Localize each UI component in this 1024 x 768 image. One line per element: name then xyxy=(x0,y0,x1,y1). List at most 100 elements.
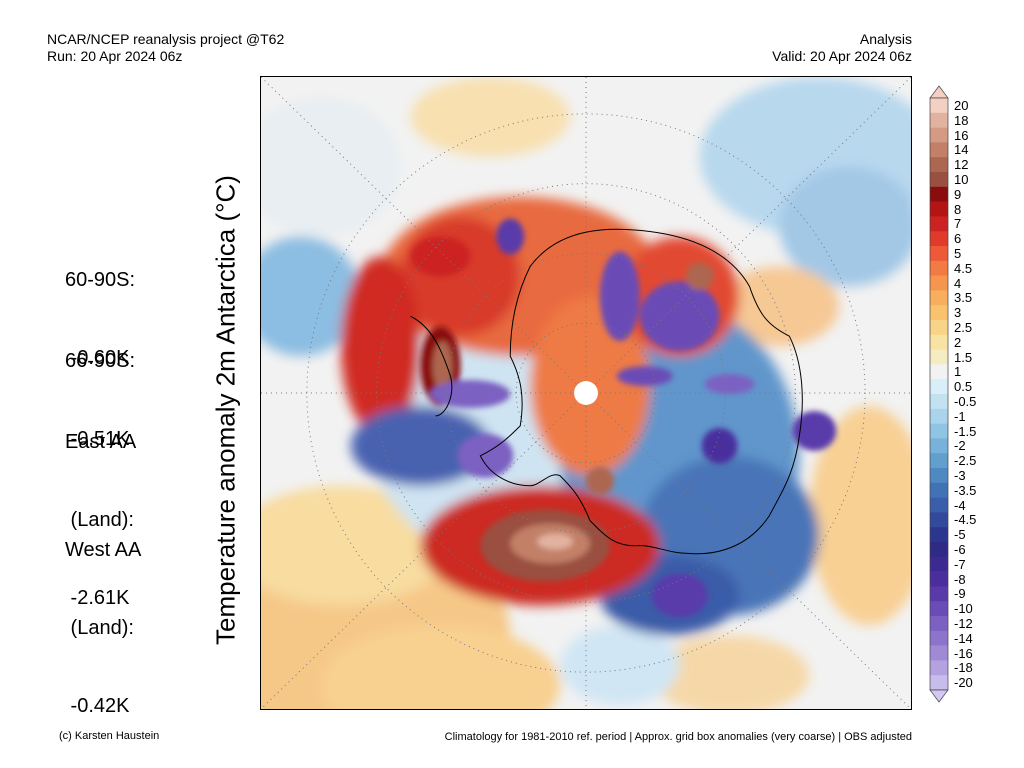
colorbar-swatch xyxy=(930,127,948,143)
colorbar-swatch xyxy=(930,305,948,321)
footnote: Climatology for 1981-2010 ref. period | … xyxy=(444,731,912,743)
colorbar-label: 8 xyxy=(954,201,962,217)
colorbar-upper-arrow xyxy=(929,85,949,99)
colorbar-label: 7 xyxy=(954,216,962,232)
anomaly-map xyxy=(260,76,912,710)
colorbar-swatch xyxy=(930,660,948,676)
colorbar-swatch xyxy=(930,542,948,558)
colorbar-swatch xyxy=(930,601,948,617)
colorbar-label: 4.5 xyxy=(954,260,973,276)
colorbar-label: -3.5 xyxy=(954,482,977,498)
colorbar-label: 5 xyxy=(954,245,962,261)
stat-value: -0.60K xyxy=(65,347,130,369)
stat-label: 66-90S: xyxy=(65,350,136,372)
colorbar-swatch xyxy=(930,468,948,484)
colorbar-swatch xyxy=(930,172,948,188)
colorbar-swatch xyxy=(930,320,948,336)
axis-title: Temperature anomaly 2m Antarctica (°C) xyxy=(210,175,241,645)
colorbar xyxy=(929,85,949,703)
colorbar-label: 1 xyxy=(954,364,962,380)
stat-label: West AA xyxy=(65,539,142,561)
colorbar-swatch xyxy=(930,556,948,572)
colorbar-swatch xyxy=(930,645,948,661)
colorbar-label: 9 xyxy=(954,186,962,202)
stat-66-90s: 66-90S: -0.51K xyxy=(65,296,135,478)
colorbar-swatch xyxy=(930,512,948,528)
colorbar-swatch xyxy=(930,246,948,262)
colorbar-label: -14 xyxy=(954,630,973,646)
stat-value: -0.51K xyxy=(65,428,130,450)
colorbar-label: 16 xyxy=(954,127,969,143)
colorbar-label: 2 xyxy=(954,334,962,350)
stat-sublabel: (Land): xyxy=(65,617,134,639)
colorbar-label: -1 xyxy=(954,408,966,424)
colorbar-swatch xyxy=(930,586,948,602)
colorbar-label: 2.5 xyxy=(954,319,973,335)
colorbar-swatch xyxy=(930,142,948,158)
stat-value: -0.42K xyxy=(65,695,130,717)
colorbar-swatch xyxy=(930,482,948,498)
colorbar-label: -12 xyxy=(954,615,973,631)
colorbar-label: -0.5 xyxy=(954,393,977,409)
colorbar-label: -18 xyxy=(954,660,973,676)
colorbar-label: -4 xyxy=(954,497,966,513)
colorbar-swatch xyxy=(930,98,948,114)
colorbar-label: -8 xyxy=(954,571,966,587)
stat-west-aa: West AA (Land): -0.42K xyxy=(65,485,141,745)
colorbar-swatch xyxy=(930,497,948,513)
colorbar-swatch xyxy=(930,290,948,306)
colorbar-label: -9 xyxy=(954,586,966,602)
antarctica-coastline xyxy=(479,228,803,555)
colorbar-label: -10 xyxy=(954,601,973,617)
colorbar-lower-arrow xyxy=(929,689,949,703)
stat-east-aa: East AA (Land): -2.61K xyxy=(65,377,136,637)
colorbar-swatch xyxy=(930,275,948,291)
copyright: (c) Karsten Haustein xyxy=(59,730,160,742)
valid-time: Valid: 20 Apr 2024 06z xyxy=(772,48,912,64)
colorbar-swatch xyxy=(930,527,948,543)
colorbar-swatch xyxy=(930,349,948,365)
colorbar-label: -2.5 xyxy=(954,453,977,469)
run-time: Run: 20 Apr 2024 06z xyxy=(47,48,183,64)
colorbar-label: -6 xyxy=(954,541,966,557)
peninsula-coastline xyxy=(410,315,453,417)
colorbar-swatch xyxy=(930,157,948,173)
anomaly-extremes xyxy=(410,218,837,618)
colorbar-swatch xyxy=(930,453,948,469)
colorbar-label: 12 xyxy=(954,157,969,173)
colorbar-swatch xyxy=(930,571,948,587)
stat-label: East AA xyxy=(65,431,137,453)
colorbar-label: 1.5 xyxy=(954,349,973,365)
colorbar-swatch xyxy=(930,630,948,646)
colorbar-label: 18 xyxy=(954,112,969,128)
stat-sublabel: (Land): xyxy=(65,509,134,531)
colorbar-label: 10 xyxy=(954,171,969,187)
colorbar-label: -16 xyxy=(954,645,973,661)
colorbar-label: -3 xyxy=(954,467,966,483)
colorbar-swatch xyxy=(930,364,948,380)
colorbar-swatch xyxy=(930,408,948,424)
colorbar-label: -2 xyxy=(954,438,966,454)
colorbar-label: -1.5 xyxy=(954,423,977,439)
colorbar-swatch xyxy=(930,112,948,128)
colorbar-swatch xyxy=(930,201,948,217)
colorbar-swatch xyxy=(930,423,948,439)
stat-60-90s: 60-90S: -0.60K xyxy=(65,215,135,397)
colorbar-label: 0.5 xyxy=(954,379,973,395)
colorbar-swatch xyxy=(930,334,948,350)
colorbar-swatch xyxy=(930,216,948,232)
pole-marker xyxy=(574,381,598,405)
stat-label: 60-90S: xyxy=(65,269,136,291)
colorbar-label: 3 xyxy=(954,305,962,321)
colorbar-label: 20 xyxy=(954,97,969,113)
colorbar-label: 6 xyxy=(954,231,962,247)
colorbar-swatch xyxy=(930,379,948,395)
colorbar-label: -20 xyxy=(954,675,973,691)
colorbar-swatch xyxy=(930,186,948,202)
colorbar-swatch xyxy=(930,231,948,247)
colorbar-label: -4.5 xyxy=(954,512,977,528)
stat-value: -2.61K xyxy=(65,587,130,609)
colorbar-swatch xyxy=(930,438,948,454)
colorbar-label: 3.5 xyxy=(954,290,973,306)
colorbar-swatch xyxy=(930,616,948,632)
